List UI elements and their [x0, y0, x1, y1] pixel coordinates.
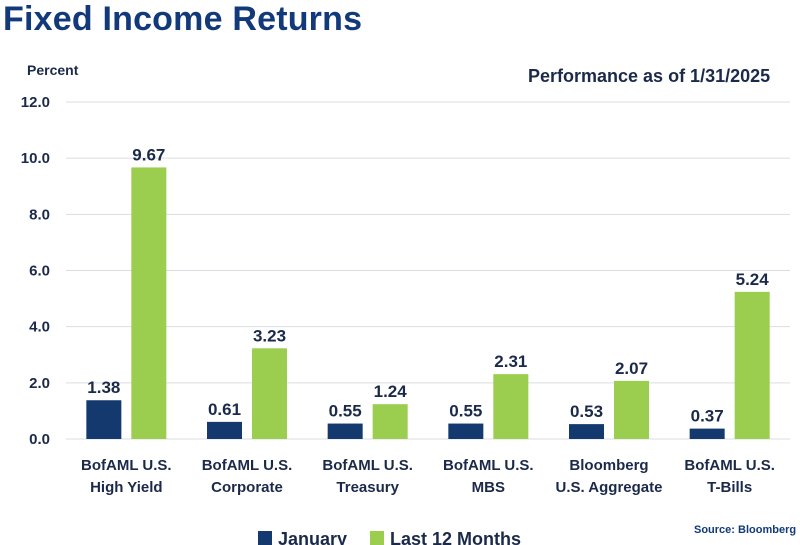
y-tick-label: 4.0: [29, 319, 50, 336]
category-label: U.S. Aggregate: [556, 479, 663, 496]
data-label: 1.38: [87, 378, 120, 397]
bar-january-1: [207, 421, 242, 439]
y-tick-label: 12.0: [21, 94, 50, 111]
category-label: BofAML U.S.: [322, 457, 413, 474]
data-label: 2.31: [494, 352, 527, 371]
category-label: T-Bills: [707, 479, 752, 496]
category-label: Corporate: [211, 479, 283, 496]
data-label: 1.24: [374, 382, 408, 401]
page-title: Fixed Income Returns: [3, 0, 363, 38]
bar-last-12-months-0: [131, 167, 167, 439]
gridlines: [66, 101, 790, 440]
data-labels: 1.38 9.67 0.61 3.23 0.55 1.24 0.55 2.31 0.53 2.07…: [87, 145, 769, 425]
category-label: BofAML U.S.: [202, 457, 293, 474]
bar-last-12-months-5: [734, 291, 770, 439]
source-note: Source: Bloomberg: [694, 524, 797, 536]
data-label: 0.37: [691, 407, 724, 426]
bar-last-12-months-3: [493, 374, 529, 439]
category-label: BofAML U.S.: [81, 457, 172, 474]
chart-subtitle: Performance as of 1/31/2025: [528, 66, 771, 86]
bar-last-12-months-4: [614, 380, 649, 439]
bar-january-0: [86, 400, 122, 439]
category-label: High Yield: [90, 479, 163, 496]
bar-january-4: [569, 424, 604, 439]
category-label: BofAML U.S.: [684, 457, 775, 474]
data-label: 3.23: [253, 326, 286, 345]
data-label: 0.55: [449, 402, 482, 421]
bar-january-5: [689, 428, 725, 439]
legend-label: January: [278, 529, 347, 545]
bar-january-3: [448, 423, 484, 439]
data-label: 9.67: [132, 145, 165, 164]
y-tick-label: 0.0: [29, 431, 50, 448]
data-label: 0.53: [570, 402, 603, 421]
y-tick-label: 6.0: [29, 263, 50, 280]
data-label: 0.55: [329, 402, 362, 421]
bar-january-2: [327, 423, 363, 439]
category-labels: BofAML U.S. High Yield BofAML U.S. Corporat…: [81, 457, 775, 496]
bar-last-12-months-2: [372, 404, 408, 439]
category-label: Bloomberg: [569, 457, 648, 474]
data-label: 2.07: [615, 359, 648, 378]
category-label: MBS: [472, 479, 505, 496]
legend: January Last 12 Months: [258, 529, 521, 545]
y-axis-label: Percent: [27, 62, 79, 78]
y-tick-label: 8.0: [29, 206, 50, 223]
y-tick-label: 10.0: [21, 150, 50, 167]
legend-swatch-january: [258, 531, 272, 545]
data-label: 0.61: [208, 400, 241, 419]
category-label: BofAML U.S.: [443, 457, 534, 474]
bars: [86, 167, 770, 439]
legend-label: Last 12 Months: [390, 529, 521, 545]
category-label: Treasury: [336, 479, 399, 496]
legend-swatch-last-12-months: [370, 531, 384, 545]
y-tick-label: 2.0: [29, 375, 50, 392]
data-label: 5.24: [736, 270, 770, 289]
y-axis-ticks: 0.0 2.0 4.0 6.0 8.0 10.0 12.0: [21, 94, 50, 448]
bar-last-12-months-1: [252, 348, 287, 439]
